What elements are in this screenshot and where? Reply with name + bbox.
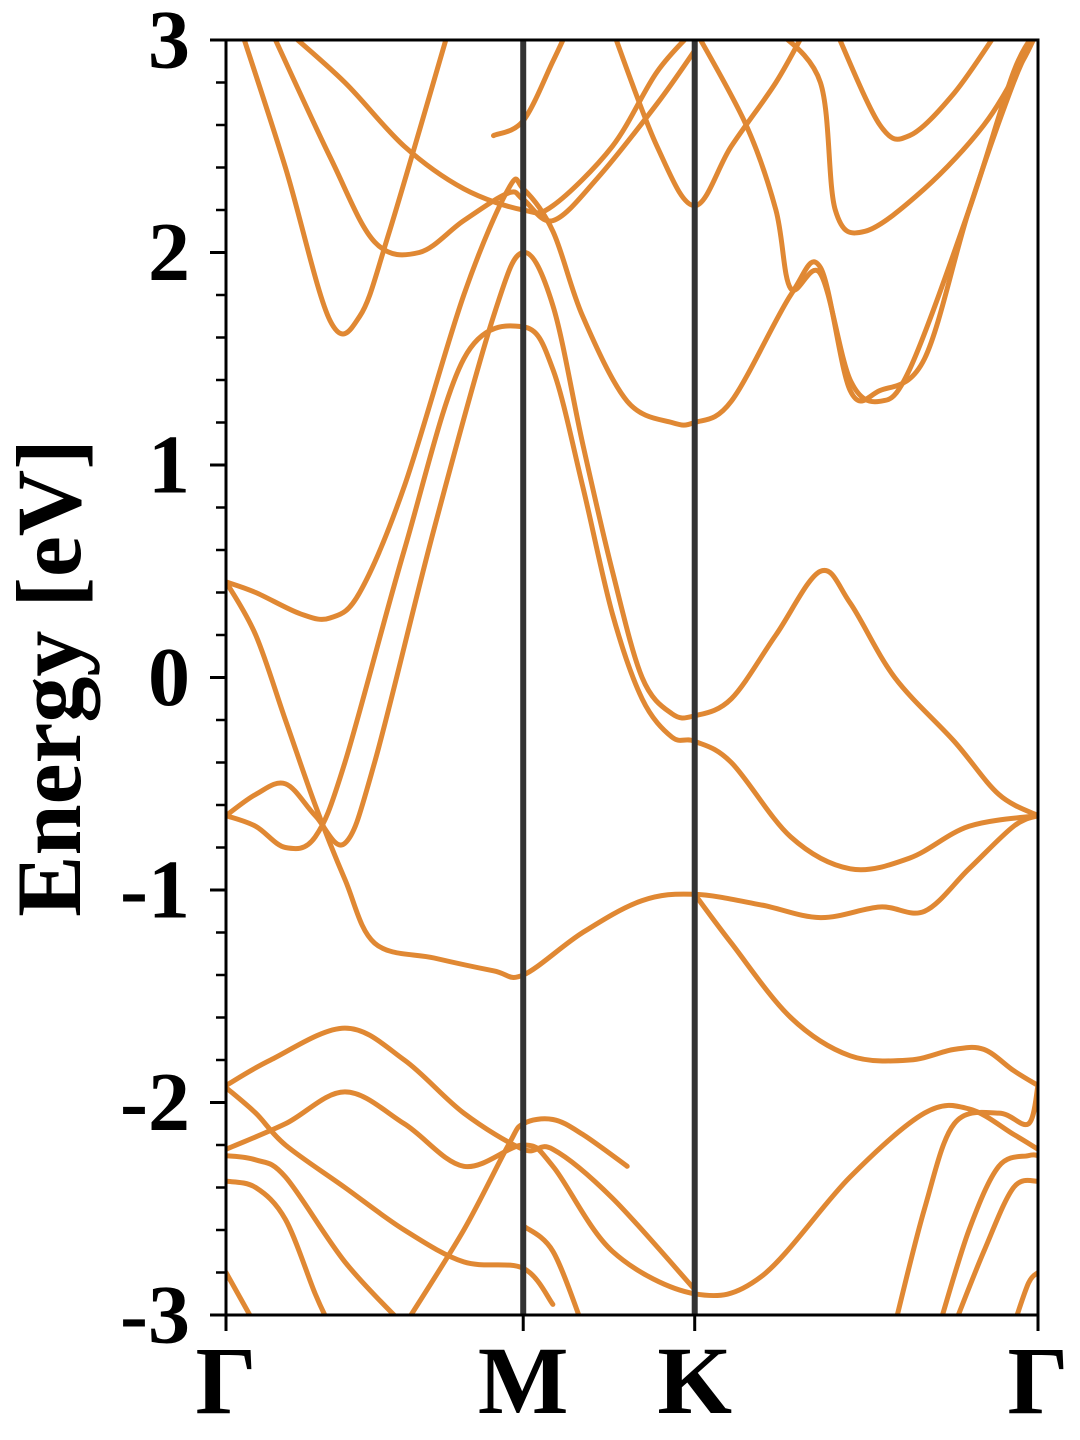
band-line-19 (697, 40, 1034, 405)
band-line-6 (226, 1270, 253, 1315)
band-line-11 (226, 40, 1036, 622)
band-line-24 (955, 1177, 1038, 1315)
band-line-9 (226, 323, 1038, 873)
band-line-7 (408, 1116, 630, 1315)
band-line-3 (226, 1025, 698, 1292)
x-tick-label: Γ (1007, 1327, 1068, 1434)
y-axis-title: Energy [eV] (0, 439, 100, 917)
x-tick-label: M (478, 1327, 569, 1434)
y-axis-ticks: -3 -2 -1 0 1 2 3 (120, 0, 226, 1362)
y-tick-label: -3 (120, 1269, 190, 1362)
band-line-4 (226, 1153, 398, 1315)
band-line-1 (226, 1089, 1038, 1299)
band-line-23 (939, 1152, 1038, 1315)
y-tick-label: -2 (120, 1056, 190, 1149)
band-line-16 (293, 40, 688, 216)
band-line-2 (226, 1085, 556, 1307)
band-line-15 (272, 40, 698, 258)
high-symmetry-dividers (520, 40, 698, 1315)
y-tick-label: 2 (148, 206, 190, 299)
y-tick-label: 0 (148, 631, 190, 724)
band-line-5 (226, 1178, 328, 1315)
band-line-25 (1014, 1270, 1038, 1315)
band-line-8 (520, 1223, 582, 1315)
band-line-18 (613, 40, 803, 209)
band-line-17 (491, 40, 566, 139)
y-tick-label: 3 (148, 0, 190, 87)
band-line-12 (226, 579, 1038, 980)
x-tick-label: Γ (195, 1327, 256, 1434)
band-line-10 (226, 250, 1038, 848)
x-tick-label: K (657, 1327, 732, 1434)
y-tick-label: -1 (120, 844, 190, 937)
band-line-13 (692, 891, 1038, 1088)
band-line-14 (241, 40, 449, 337)
band-line-22 (894, 1083, 1038, 1315)
band-line-21 (837, 40, 995, 142)
band-lines (226, 40, 1038, 1315)
band-line-20 (784, 40, 1037, 236)
y-tick-label: 1 (148, 419, 190, 512)
